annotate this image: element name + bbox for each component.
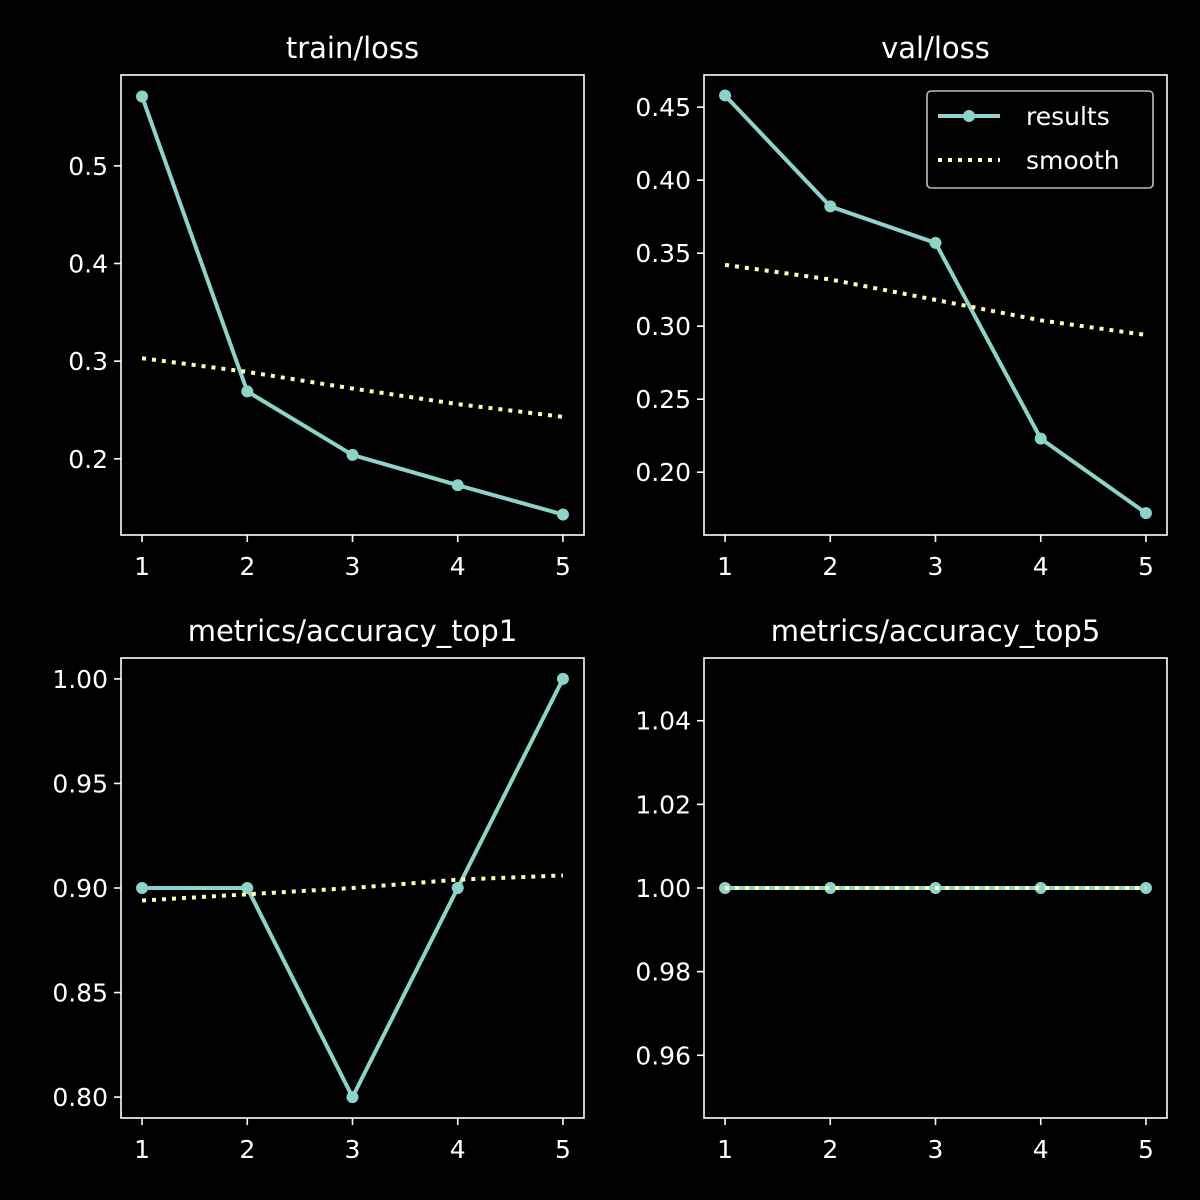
legend-results-label: results [1026, 102, 1110, 131]
y-tick-label: 0.98 [635, 958, 691, 987]
results-point [929, 236, 942, 249]
x-tick-label: 4 [1033, 1135, 1049, 1164]
y-tick-label: 0.25 [635, 385, 691, 414]
results-point [556, 508, 569, 521]
chart-panel-1: train/loss 1 2 3 4 5 0.2 0.3 0.4 0.5 [68, 31, 585, 581]
y-tick-label: 0.80 [52, 1083, 108, 1112]
y-tick-label: 1.00 [52, 665, 108, 694]
series-line-smooth [141, 873, 564, 903]
y-tick-label: 0.4 [68, 249, 108, 278]
chart-panel-2: val/loss 1 2 3 4 5 0.20 0.25 0.30 0.35 0.40 0.45 res… [635, 31, 1168, 581]
results-point [719, 89, 732, 102]
y-tick-label: 0.96 [635, 1041, 691, 1070]
y-tick-label: 0.3 [68, 347, 108, 376]
x-tick-label: 4 [450, 552, 466, 581]
x-tick-label: 5 [555, 552, 571, 581]
results-point [1034, 882, 1047, 894]
y-tick-label: 0.30 [635, 312, 691, 341]
x-tick-label: 3 [345, 552, 361, 581]
results-point [346, 1091, 359, 1104]
chart-title: metrics/accuracy_top5 [771, 614, 1101, 648]
x-tick-label: 3 [928, 552, 944, 581]
y-tick-label: 0.40 [635, 166, 691, 195]
x-tick-label: 2 [822, 552, 838, 581]
series-line-smooth [724, 262, 1147, 337]
results-point [824, 882, 837, 894]
x-tick-label: 1 [717, 1135, 733, 1164]
y-tick-label: 0.2 [68, 445, 108, 474]
x-tick-label: 5 [1138, 1135, 1154, 1164]
x-tick-label: 2 [239, 552, 255, 581]
x-tick-label: 2 [822, 1135, 838, 1164]
results-point [556, 672, 569, 685]
chart-title: val/loss [881, 31, 990, 65]
results-point [824, 200, 837, 213]
y-tick-label: 0.5 [68, 152, 108, 181]
legend-results-marker [963, 110, 975, 122]
x-tick-label: 1 [134, 1135, 150, 1164]
results-point [451, 479, 464, 492]
results-point [451, 882, 464, 894]
chart-title: metrics/accuracy_top1 [188, 614, 518, 648]
chart-title: train/loss [286, 31, 419, 65]
chart-panel-4: metrics/accuracy_top5 1 2 3 4 5 0.96 0.98 1.00 1.… [635, 614, 1168, 1164]
results-point [1034, 432, 1047, 445]
y-tick-label: 1.00 [635, 874, 691, 903]
y-tick-label: 0.45 [635, 93, 691, 122]
x-tick-label: 5 [1138, 552, 1154, 581]
x-tick-label: 1 [717, 552, 733, 581]
results-point [241, 882, 254, 894]
results-point [136, 90, 149, 103]
results-point [1139, 507, 1152, 520]
y-tick-label: 1.04 [635, 707, 691, 736]
y-tick-label: 0.85 [52, 979, 108, 1008]
y-tick-label: 0.90 [52, 874, 108, 903]
x-tick-label: 1 [134, 552, 150, 581]
results-point [136, 882, 149, 894]
results-point [241, 385, 254, 398]
series-line-smooth [141, 356, 564, 419]
x-tick-label: 4 [1033, 552, 1049, 581]
x-tick-label: 5 [555, 1135, 571, 1164]
x-tick-label: 4 [450, 1135, 466, 1164]
y-tick-label: 0.20 [635, 458, 691, 487]
x-tick-label: 3 [345, 1135, 361, 1164]
legend: results smooth [926, 90, 1154, 189]
legend-smooth-label: smooth [1026, 146, 1120, 175]
chart-panel-3: metrics/accuracy_top1 1 2 3 4 5 0.80 0.85 0.90 0.… [52, 614, 585, 1164]
results-point [346, 448, 359, 461]
y-tick-label: 0.35 [635, 239, 691, 268]
x-tick-label: 2 [239, 1135, 255, 1164]
x-tick-label: 3 [928, 1135, 944, 1164]
y-tick-label: 1.02 [635, 790, 691, 819]
y-tick-label: 0.95 [52, 769, 108, 798]
